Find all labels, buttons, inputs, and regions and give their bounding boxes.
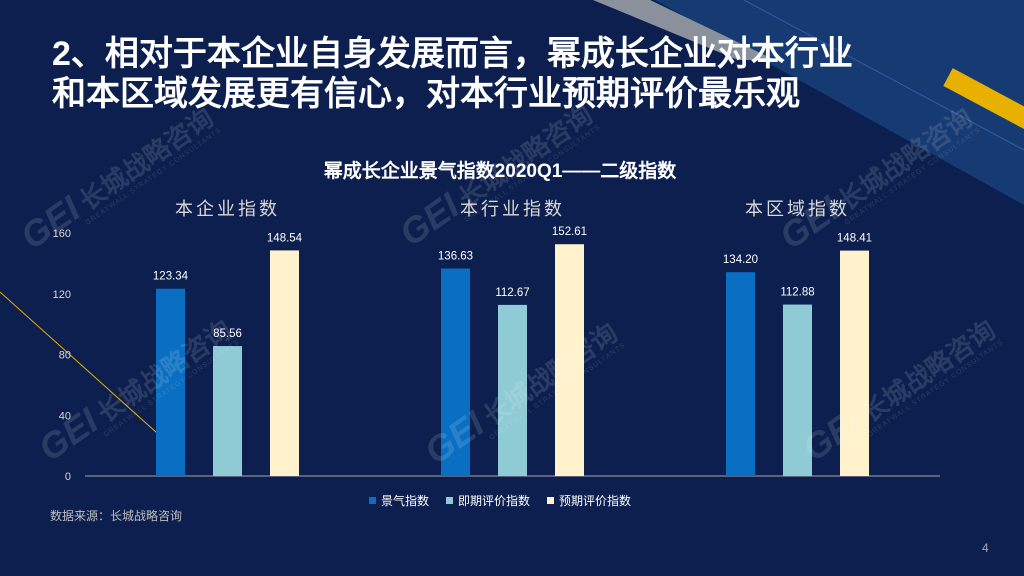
slide-title-line-1: 2、相对于本企业自身发展而言，幂成长企业对本行业 <box>52 35 853 73</box>
slide-title: 2、相对于本企业自身发展而言，幂成长企业对本行业 和本区域发展更有信心，对本行业… <box>52 34 853 114</box>
legend-label: 预期评价指数 <box>559 494 632 508</box>
data-source: 数据来源：长城战略咨询 <box>50 509 183 523</box>
data-label: 134.20 <box>723 254 758 266</box>
data-label: 112.67 <box>495 287 529 299</box>
slide-title-line-2: 和本区域发展更有信心，对本行业预期评价最乐观 <box>52 75 800 113</box>
category-label: 本行业指数 <box>460 199 565 219</box>
legend-swatch <box>368 497 376 504</box>
legend-item: 预期评价指数 <box>547 492 631 509</box>
decor-band-gray <box>593 0 775 60</box>
bar-series-2 <box>783 304 812 476</box>
data-label: 112.88 <box>780 287 814 299</box>
category-label: 本区域指数 <box>745 199 850 219</box>
page-number: 4 <box>982 541 989 555</box>
decor-line-gold <box>0 291 158 434</box>
bar-series-2 <box>213 346 242 476</box>
legend-item: 景气指数 <box>368 492 429 509</box>
legend-label: 景气指数 <box>380 494 429 508</box>
bar-series-3 <box>555 244 584 476</box>
bar-series-3 <box>840 250 869 476</box>
data-label: 152.61 <box>552 226 587 238</box>
bar-series-1 <box>726 272 755 476</box>
y-tick-label: 160 <box>53 228 71 240</box>
chart-legend: 景气指数 即期评价指数 预期评价指数 <box>330 492 670 509</box>
data-label: 148.41 <box>837 233 872 245</box>
bar-series-1 <box>441 268 470 476</box>
y-tick-label: 40 <box>59 410 71 422</box>
decor-thin-line <box>743 0 1024 151</box>
data-label: 85.56 <box>213 328 242 340</box>
decor-band-gold <box>943 68 1024 130</box>
chart-title: 幂成长企业景气指数2020Q1——二级指数 <box>323 161 677 182</box>
data-label: 136.63 <box>438 250 473 262</box>
bar-series-2 <box>498 304 527 476</box>
data-label: 148.54 <box>267 232 303 244</box>
legend-swatch <box>445 497 453 504</box>
legend-swatch <box>547 497 554 504</box>
y-tick-label: 120 <box>53 289 71 301</box>
legend-label: 即期评价指数 <box>457 494 530 508</box>
data-label: 123.34 <box>153 271 189 283</box>
y-tick-label: 0 <box>65 471 71 483</box>
category-label: 本企业指数 <box>175 199 280 219</box>
bar-series-1 <box>156 288 185 476</box>
y-tick-label: 80 <box>59 350 71 362</box>
legend-item: 即期评价指数 <box>445 492 530 509</box>
bar-series-3 <box>270 250 299 476</box>
